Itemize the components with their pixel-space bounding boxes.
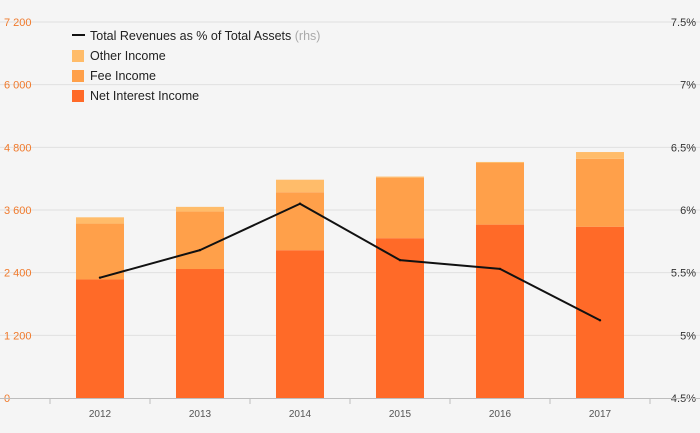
- y-tick-label-right: 6.5%: [671, 142, 696, 154]
- y-tick-label-right: 5%: [680, 330, 696, 342]
- y-tick-label-left: 7 200: [4, 17, 32, 29]
- y-tick-label-right: 7%: [680, 80, 696, 92]
- x-tick-label: 2015: [389, 409, 412, 420]
- bar-net-interest-income: [76, 279, 124, 398]
- bar-other-income: [176, 206, 224, 212]
- bar-other-income: [276, 179, 324, 193]
- y-tick-label-left: 3 600: [4, 205, 32, 217]
- bar-other-income: [376, 176, 424, 178]
- bar-other-income: [76, 217, 124, 224]
- bar-fee-income: [276, 192, 324, 251]
- bar-net-interest-income: [276, 250, 324, 398]
- x-tick-label: 2012: [89, 409, 112, 420]
- legend-swatch-net-interest-income: [72, 90, 84, 102]
- y-tick-label-left: 6 000: [4, 80, 32, 92]
- line-point: [298, 202, 302, 205]
- bar-other-income: [576, 152, 624, 159]
- bar-fee-income: [476, 163, 524, 225]
- bar-fee-income: [576, 158, 624, 227]
- legend-swatch-fee-income: [72, 70, 84, 82]
- legend: Total Revenues as % of Total Assets (rhs…: [72, 29, 320, 103]
- y-tick-label-right: 6%: [680, 205, 696, 217]
- legend-label-net-interest-income: Net Interest Income: [90, 89, 199, 103]
- x-tick-label: 2014: [289, 409, 312, 420]
- legend-label-fee-income: Fee Income: [90, 69, 156, 83]
- x-tick-label: 2013: [189, 409, 212, 420]
- line-point: [498, 267, 502, 271]
- line-total-revenues-pct: [99, 202, 601, 322]
- y-tick-label-left: 1 200: [4, 330, 32, 342]
- legend-swatch-other-income: [72, 50, 84, 62]
- line-point: [598, 319, 602, 322]
- line-series: [98, 202, 602, 322]
- bar-fee-income: [176, 211, 224, 270]
- x-tick-label: 2017: [589, 409, 612, 420]
- x-tick-label: 2016: [489, 409, 512, 420]
- y-tick-label-right: 7.5%: [671, 17, 696, 29]
- line-point: [398, 258, 402, 262]
- bar-fee-income: [376, 177, 424, 239]
- bar-net-interest-income: [176, 269, 224, 398]
- bar-net-interest-income: [376, 238, 424, 398]
- bar-other-income: [476, 161, 524, 163]
- line-point: [98, 276, 102, 279]
- line-point: [198, 248, 202, 252]
- y-tick-label-right: 5.5%: [671, 268, 696, 280]
- legend-label-other-income: Other Income: [90, 49, 166, 63]
- y-tick-label-left: 2 400: [4, 268, 32, 280]
- bars: [76, 152, 624, 398]
- legend-label-line: Total Revenues as % of Total Assets (rhs…: [90, 29, 320, 43]
- bar-net-interest-income: [476, 224, 524, 398]
- bar-fee-income: [76, 223, 124, 280]
- y-tick-label-left: 4 800: [4, 142, 32, 154]
